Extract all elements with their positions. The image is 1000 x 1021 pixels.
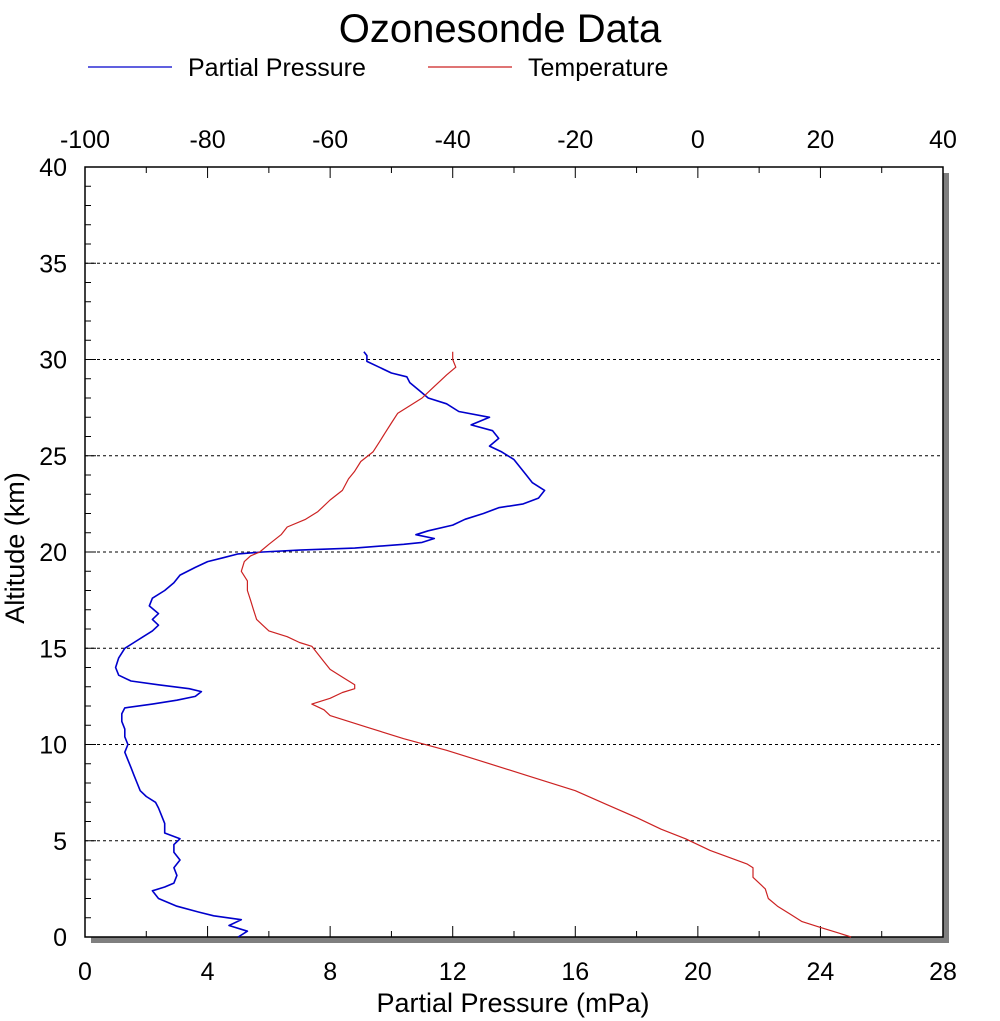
axis-ticks (84, 166, 944, 938)
bottom-tick-label: 8 (323, 958, 337, 986)
series-line-partial-pressure (114, 351, 546, 938)
legend: Partial Pressure Temperature (88, 54, 668, 82)
y-tick-label: 0 (53, 924, 67, 952)
bottom-axis-tick-labels: 0 4 8 12 16 20 24 28 (78, 958, 957, 986)
top-tick-label: 20 (807, 126, 835, 154)
gridlines (85, 262, 943, 842)
y-tick-label: 30 (39, 347, 67, 375)
chart-title: Ozonesonde Data (339, 7, 662, 51)
bottom-tick-label: 24 (807, 958, 835, 986)
y-tick-label: 5 (53, 828, 67, 856)
bottom-tick-label: 12 (439, 958, 467, 986)
y-axis-label: Altitude (km) (0, 472, 30, 624)
top-axis-tick-labels: -100 -80 -60 -40 -20 0 20 40 (60, 126, 957, 154)
y-tick-label: 40 (39, 154, 67, 182)
top-tick-label: 40 (929, 126, 957, 154)
frame-shadow-right (943, 173, 949, 943)
top-tick-label: -80 (190, 126, 226, 154)
top-tick-label: -100 (60, 126, 110, 154)
x-axis-label: Partial Pressure (mPa) (376, 988, 649, 1018)
top-tick-label: -60 (312, 126, 348, 154)
bottom-tick-label: 28 (929, 958, 957, 986)
y-axis-tick-labels: 0 5 10 15 20 25 30 35 40 (39, 154, 67, 952)
legend-label-temperature: Temperature (528, 54, 668, 82)
top-tick-label: -20 (557, 126, 593, 154)
bottom-tick-label: 16 (561, 958, 589, 986)
y-tick-label: 20 (39, 539, 67, 567)
bottom-tick-label: 0 (78, 958, 92, 986)
series-layer (114, 351, 852, 938)
top-tick-label: 0 (691, 126, 705, 154)
plot-area (84, 166, 949, 943)
y-tick-label: 15 (39, 635, 67, 663)
y-tick-label: 25 (39, 443, 67, 471)
legend-label-partial-pressure: Partial Pressure (188, 54, 366, 82)
bottom-tick-label: 20 (684, 958, 712, 986)
y-tick-label: 10 (39, 732, 67, 760)
top-tick-label: -40 (435, 126, 471, 154)
series-line-temperature (240, 351, 852, 938)
frame-shadow-bottom (91, 937, 949, 943)
y-tick-label: 35 (39, 250, 67, 278)
bottom-tick-label: 4 (201, 958, 215, 986)
